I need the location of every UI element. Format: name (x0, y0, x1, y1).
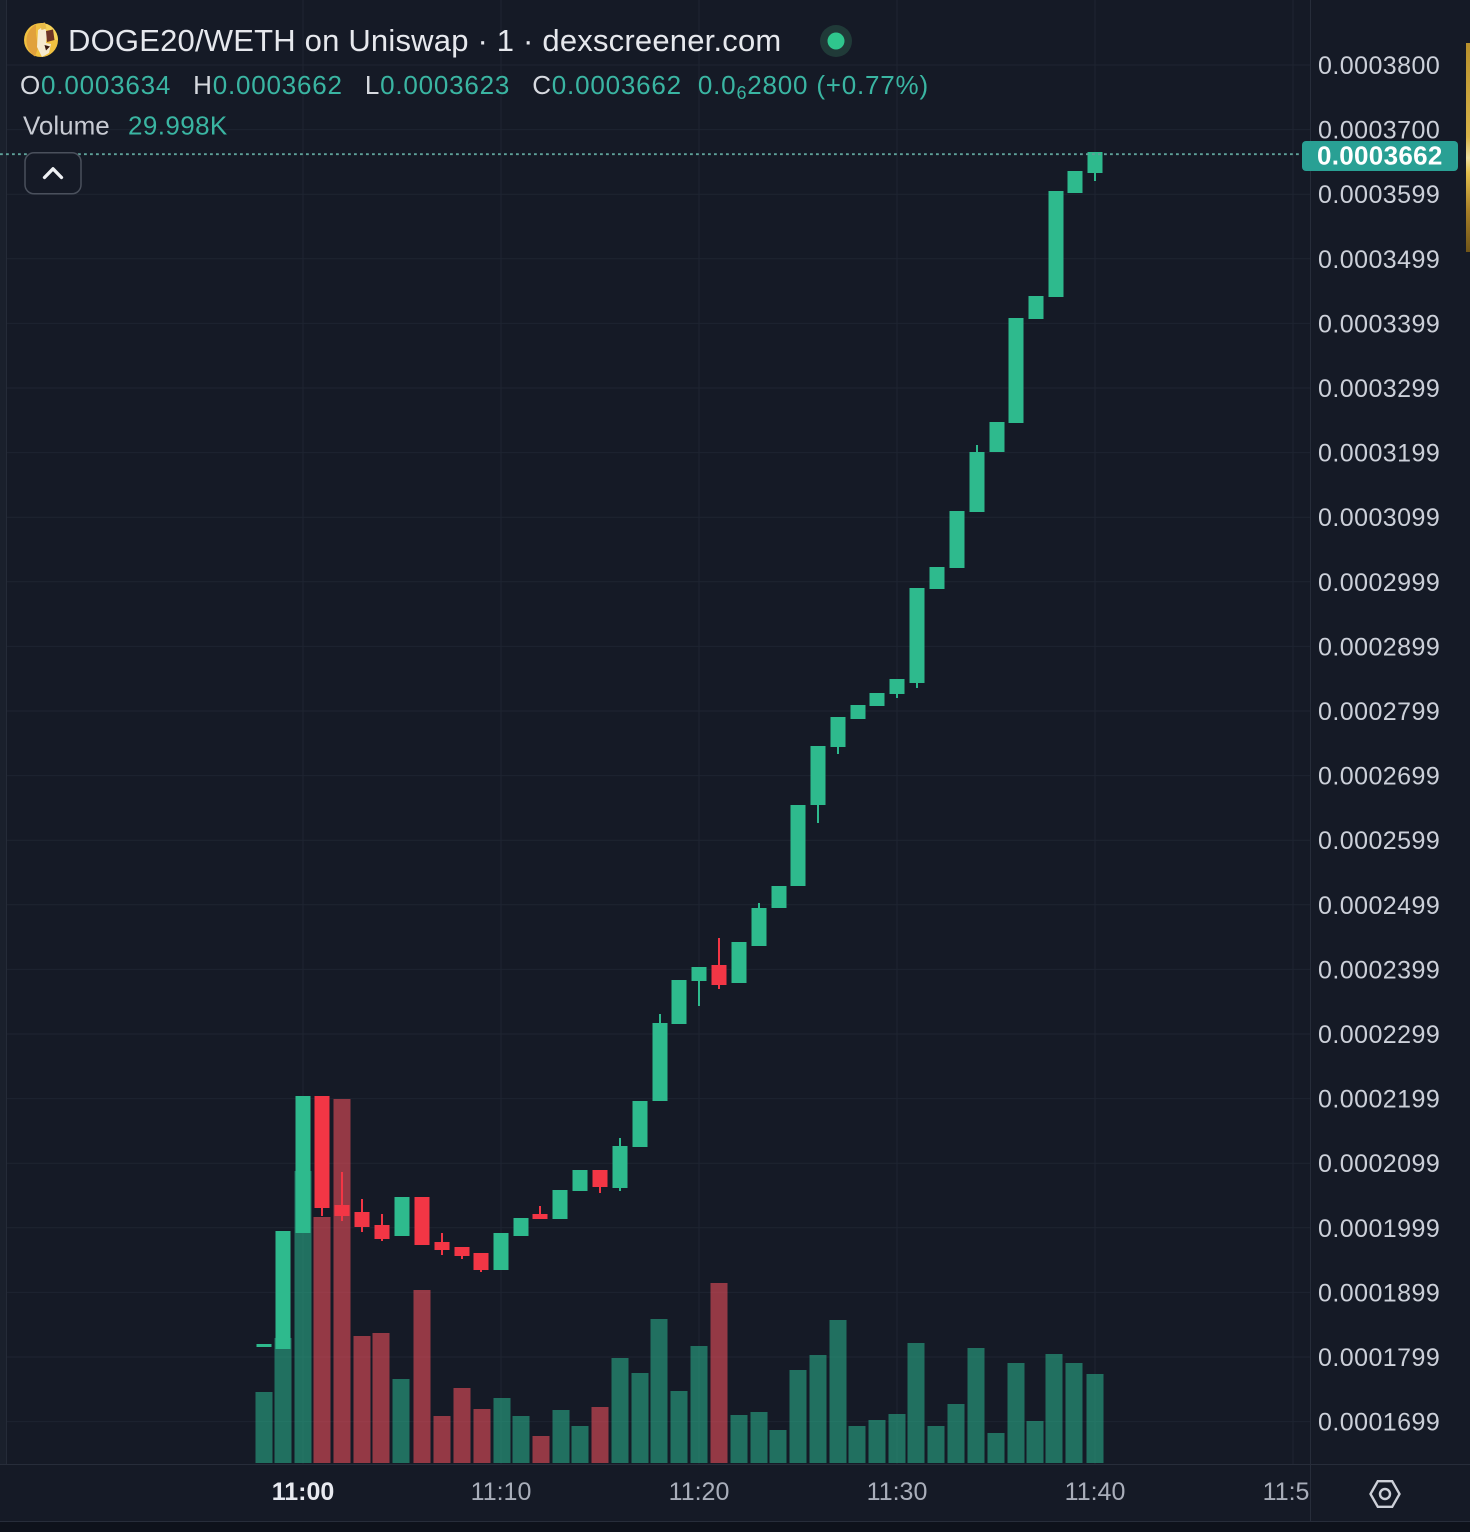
svg-text:0.0003800: 0.0003800 (1318, 52, 1440, 80)
svg-text:0.0002899: 0.0002899 (1318, 633, 1440, 661)
svg-text:Volume: Volume (23, 111, 110, 141)
svg-text:0.0002499: 0.0002499 (1318, 892, 1440, 920)
svg-text:11:10: 11:10 (471, 1478, 532, 1506)
svg-text:0.0002799: 0.0002799 (1318, 698, 1440, 726)
svg-text:0.0002999: 0.0002999 (1318, 569, 1440, 597)
svg-text:0.0001799: 0.0001799 (1318, 1344, 1440, 1372)
svg-text:0.0001699: 0.0001699 (1318, 1409, 1440, 1437)
svg-text:0.0002199: 0.0002199 (1318, 1086, 1440, 1114)
svg-text:11:30: 11:30 (867, 1478, 928, 1506)
svg-text:DOGE20/WETH on Uniswap · 1 · d: DOGE20/WETH on Uniswap · 1 · dexscreener… (68, 23, 781, 58)
svg-text:11:40: 11:40 (1065, 1478, 1126, 1506)
svg-text:0.0002399: 0.0002399 (1318, 956, 1440, 984)
svg-text:0.0002599: 0.0002599 (1318, 827, 1440, 855)
svg-text:0.0003299: 0.0003299 (1318, 375, 1440, 403)
svg-text:0.0002099: 0.0002099 (1318, 1150, 1440, 1178)
svg-text:0.0003499: 0.0003499 (1318, 246, 1440, 274)
svg-text:0.0001999: 0.0001999 (1318, 1215, 1440, 1243)
svg-text:0.0003700: 0.0003700 (1318, 117, 1440, 145)
svg-text:0.0003099: 0.0003099 (1318, 504, 1440, 532)
svg-text:0.0003199: 0.0003199 (1318, 440, 1440, 468)
svg-text:0.0002299: 0.0002299 (1318, 1021, 1440, 1049)
svg-text:0.0003662: 0.0003662 (1317, 141, 1443, 171)
svg-text:0.0003399: 0.0003399 (1318, 310, 1440, 338)
svg-text:11:20: 11:20 (669, 1478, 730, 1506)
svg-text:0.0002699: 0.0002699 (1318, 763, 1440, 791)
svg-text:29.998K: 29.998K (128, 111, 228, 141)
svg-text:11:00: 11:00 (272, 1478, 335, 1506)
svg-text:0.0003599: 0.0003599 (1318, 181, 1440, 209)
svg-text:11:50: 11:50 (1263, 1478, 1324, 1506)
svg-text:0.0001899: 0.0001899 (1318, 1279, 1440, 1307)
